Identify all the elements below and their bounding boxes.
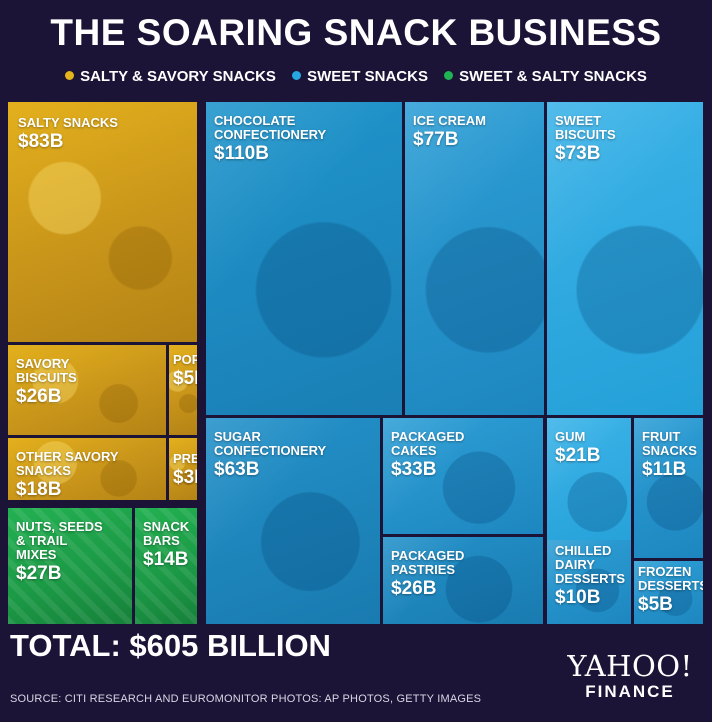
tile-label: NUTS, SEEDS & TRAIL MIXES [16,519,103,562]
tile-value: $18B [16,479,62,500]
legend-dot-icon [292,71,302,80]
treemap-tile-nuts-seeds-trail-mixes: NUTS, SEEDS & TRAIL MIXES $27B [8,508,132,624]
tile-label: SNACK BARS [143,519,190,548]
tile-value: $73B [555,143,601,164]
tile-value: $33B [391,459,437,480]
legend-item-salty: SALTY & SAVORY SNACKS [65,68,276,85]
tile-value: $10B [555,587,601,608]
tile-label: CHILLED DAIRY DESSERTS [555,543,626,586]
tile-value: $26B [391,578,437,599]
treemap-tile-packaged-cakes: PACKAGED CAKES $33B [383,418,543,534]
tile-label: PRETZELS [173,451,197,466]
treemap-tile-sweet-biscuits: SWEET BISCUITS $73B [547,102,703,415]
tile-value: $27B [16,563,62,584]
source-credit: SOURCE: CITI RESEARCH AND EUROMONITOR PH… [10,693,482,705]
treemap-tile-popcorn: POPCORN$5B [169,345,197,435]
tile-label: GUM [555,429,586,444]
tile-value: $3B [173,467,197,488]
tile-value: $5B [173,368,197,389]
treemap-tile-pretzels: PRETZELS$3B [169,438,197,500]
treemap-tile-frozen-desserts: FROZEN DESSERTS $5B [634,561,703,624]
tile-label: SWEET BISCUITS [555,113,616,142]
tile-label: PACKAGED CAKES [391,429,465,458]
legend: SALTY & SAVORY SNACKS SWEET SNACKS SWEET… [0,68,712,85]
tile-label: POPCORN [173,352,197,367]
tile-value: $83B [18,131,64,152]
logo-main-text: YAHOO! [567,649,693,683]
tile-value: $26B [16,386,62,407]
treemap-tile-ice-cream: ICE CREAM $77B [405,102,544,415]
tile-value: $11B [642,459,687,480]
treemap-tile-sugar-confectionery: SUGAR CONFECTIONERY $63B [206,418,380,624]
tile-value: $63B [214,459,260,480]
legend-dot-icon [444,71,454,80]
tile-value: $21B [555,445,601,466]
tile-label: SALTY SNACKS [18,115,118,130]
treemap-tile-snack-bars: SNACK BARS $14B [135,508,197,624]
legend-item-sweet-salty: SWEET & SALTY SNACKS [444,68,647,85]
tile-value: $77B [413,129,459,150]
treemap-tile-chilled-dairy-desserts: CHILLED DAIRY DESSERTS $10B [547,540,631,624]
tile-value: $14B [143,549,189,570]
treemap-tile-gum: GUM $21B [547,418,631,558]
tile-label: ICE CREAM [413,113,486,128]
legend-dot-icon [65,71,75,80]
tile-label: OTHER SAVORY SNACKS [16,449,119,478]
treemap-tile-salty-snacks: SALTY SNACKS $83B [8,102,197,342]
tile-value: $5B [638,594,673,615]
treemap-tile-savory-biscuits: SAVORY BISCUITS $26B [8,345,166,435]
treemap-tile-packaged-pastries: PACKAGED PASTRIES $26B [383,537,543,624]
treemap-tile-other-savory-snacks: OTHER SAVORY SNACKS $18B [8,438,166,500]
legend-label: SWEET SNACKS [307,68,428,85]
chart-title: THE SOARING SNACK BUSINESS [50,12,662,53]
legend-label: SALTY & SAVORY SNACKS [80,68,276,85]
total-label: TOTAL: $605 BILLION [10,628,331,663]
legend-label: SWEET & SALTY SNACKS [459,68,647,85]
tile-label: CHOCOLATE CONFECTIONERY [214,113,327,142]
treemap-tile-chocolate-confectionery: CHOCOLATE CONFECTIONERY $110B [206,102,402,415]
treemap-tile-fruit-snacks: FRUIT SNACKS $11B [634,418,703,558]
yahoo-finance-logo: YAHOO! FINANCE [560,650,700,702]
legend-item-sweet: SWEET SNACKS [292,68,428,85]
tile-value: $110B [214,143,269,164]
tile-label: SUGAR CONFECTIONERY [214,429,327,458]
tile-label: SAVORY BISCUITS [16,356,77,385]
tile-label: FRUIT SNACKS [642,429,697,458]
tile-label: FROZEN DESSERTS [638,564,703,593]
logo-sub-text: FINANCE [585,682,675,701]
tile-label: PACKAGED PASTRIES [391,548,465,577]
